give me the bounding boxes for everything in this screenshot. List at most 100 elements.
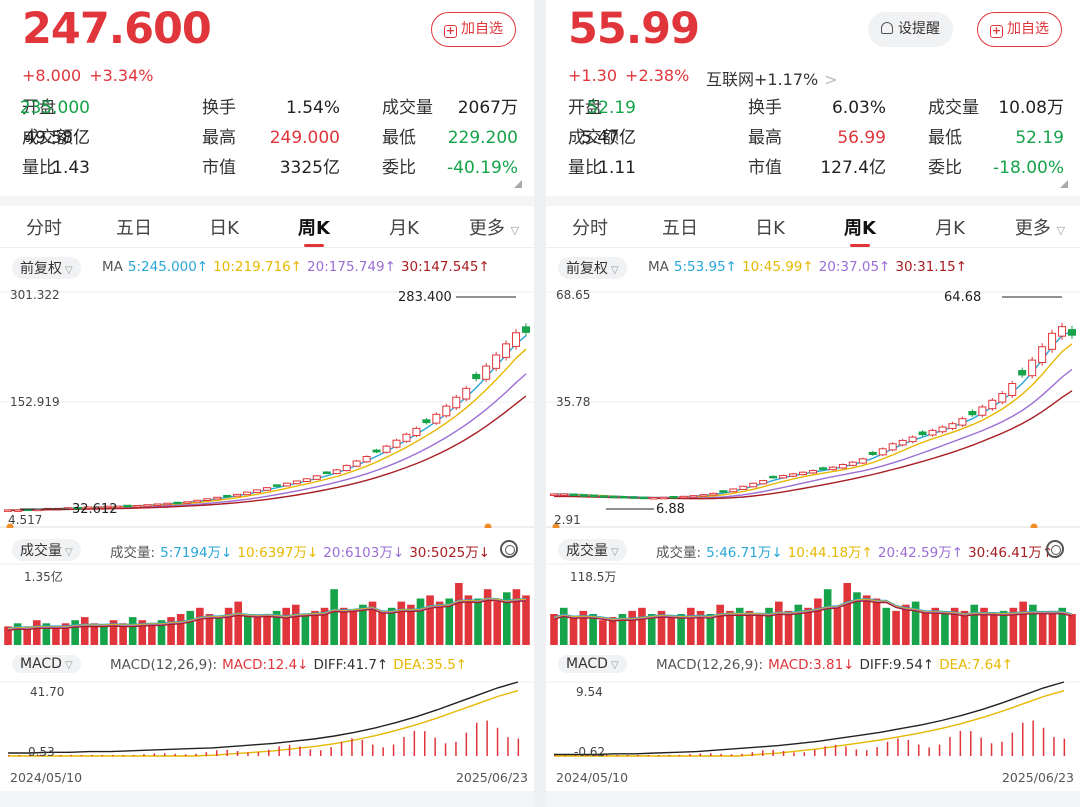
tab-0[interactable]: 分时	[572, 218, 608, 239]
macd-bar	[288, 744, 291, 756]
sector-label: 互联网+1.17%	[706, 70, 819, 89]
candle-body	[769, 475, 778, 479]
indicator-value: DIFF:9.54↑	[859, 657, 935, 673]
volume-bar	[148, 623, 156, 645]
macd-bar	[132, 754, 135, 756]
volume-bar	[368, 601, 377, 645]
tab-4[interactable]: 月K	[389, 218, 419, 239]
adjust-dropdown[interactable]: 前复权 ▽	[558, 257, 627, 279]
volume-bar	[128, 617, 137, 645]
settings-icon[interactable]	[1046, 540, 1064, 558]
high-marker-label: 283.400	[398, 290, 452, 305]
tab-5[interactable]: 更多 ▽	[468, 218, 520, 239]
macd-bar	[434, 737, 436, 756]
candle-body	[669, 496, 678, 499]
volume-bar	[960, 610, 969, 645]
macd-bar	[782, 750, 785, 756]
macd-values: MACD(12,26,9): MACD:12.4↓ DIFF:41.7↑ DEA:35…	[110, 657, 472, 673]
volume-bar	[716, 604, 724, 645]
macd-bar	[174, 753, 176, 756]
tab-3[interactable]: 周K	[284, 214, 344, 247]
macd-bar	[876, 747, 878, 756]
macd-bar	[112, 755, 114, 756]
tab-2[interactable]: 日K	[209, 218, 239, 239]
volume-bar	[804, 607, 812, 645]
set-alert-button[interactable]: 设提醒	[868, 12, 953, 47]
candle-body	[243, 491, 252, 496]
macd-bar	[710, 753, 712, 756]
macd-bar	[699, 753, 702, 756]
volume-ma-line-ma5	[7, 597, 527, 629]
macd-bar	[226, 749, 228, 756]
candlestick-chart[interactable]	[0, 283, 534, 528]
volume-bar	[1009, 607, 1018, 645]
macd-axis-bottom: -0.62	[574, 745, 606, 759]
volume-dropdown[interactable]: 成交量 ▽	[558, 539, 627, 561]
macd-axis-top: 41.70	[30, 685, 65, 699]
candle-body	[809, 470, 817, 474]
candle-body	[163, 502, 172, 506]
sector-link[interactable]: 互联网+1.17% >	[706, 66, 838, 90]
settings-icon[interactable]	[500, 540, 518, 558]
candle-body	[1028, 359, 1037, 377]
tab-2[interactable]: 日K	[755, 218, 785, 239]
expand-corner-icon[interactable]	[514, 180, 522, 188]
volume-bar	[474, 598, 482, 645]
macd-bar	[382, 747, 384, 756]
macd-bar	[70, 755, 72, 756]
tab-3[interactable]: 周K	[830, 214, 890, 247]
stat-value: 52.19	[1015, 128, 1064, 148]
candle-body	[362, 456, 371, 463]
macd-bar	[1063, 738, 1066, 756]
tab-5[interactable]: 更多 ▽	[1014, 218, 1066, 239]
candle-body	[619, 496, 628, 499]
macd-dropdown[interactable]: MACD ▽	[558, 655, 627, 673]
tab-1[interactable]: 五日	[116, 218, 152, 239]
volume-chart[interactable]	[0, 563, 534, 648]
indicator-value: DEA:35.5↑	[393, 657, 468, 673]
candle-body	[988, 399, 997, 410]
price-axis-mid: 35.78	[556, 395, 591, 409]
candle-body	[412, 427, 421, 436]
candle-body	[679, 495, 688, 499]
stat-value: 6.03%	[831, 98, 886, 118]
macd-dropdown[interactable]: MACD ▽	[12, 655, 81, 673]
candle-body	[838, 464, 847, 469]
change-absolute: +8.000	[22, 66, 82, 85]
volume-bar	[814, 598, 822, 645]
volume-bar	[32, 620, 41, 645]
tab-0[interactable]: 分时	[26, 218, 62, 239]
expand-corner-icon[interactable]	[1060, 180, 1068, 188]
volume-chart[interactable]	[546, 563, 1080, 648]
macd-bar	[866, 750, 868, 756]
adjust-dropdown[interactable]: 前复权 ▽	[12, 257, 81, 279]
macd-bar	[1001, 741, 1003, 756]
indicator-prefix: MA	[102, 259, 123, 275]
chevron-down-icon: ▽	[1056, 224, 1066, 237]
volume-dropdown[interactable]: 成交量 ▽	[12, 539, 81, 561]
indicator-value: 10:44.18万↑	[787, 545, 873, 561]
macd-bar	[330, 747, 332, 756]
add-watchlist-button[interactable]: + 加自选	[977, 12, 1062, 47]
volume-bar	[13, 623, 22, 645]
volume-bar	[950, 607, 959, 645]
macd-bar	[122, 755, 124, 756]
candle-body	[609, 495, 618, 499]
macd-chart[interactable]	[546, 678, 1080, 764]
candlestick-chart[interactable]	[546, 283, 1080, 528]
candle-body	[878, 448, 887, 456]
candle-body	[292, 480, 301, 485]
macd-bar	[299, 746, 301, 756]
macd-chart[interactable]	[0, 678, 534, 764]
stat-label: 市值	[202, 158, 236, 178]
candle-body	[113, 505, 122, 509]
stat-label: 换手	[202, 98, 236, 118]
add-watchlist-button[interactable]: + 加自选	[431, 12, 516, 47]
volume-bar	[263, 614, 271, 645]
stat-value: 10.08万	[998, 98, 1064, 118]
volume-bar	[1058, 607, 1067, 645]
tab-1[interactable]: 五日	[662, 218, 698, 239]
volume-bar	[23, 626, 31, 645]
tab-4[interactable]: 月K	[935, 218, 965, 239]
candle-body	[868, 451, 877, 455]
